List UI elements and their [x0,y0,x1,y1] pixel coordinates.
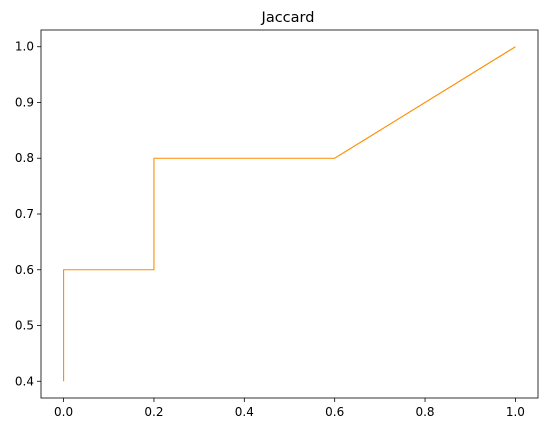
y-tick-label: 1.0 [15,40,34,54]
x-tick-label: 1.0 [506,405,525,419]
y-tick-label: 0.8 [15,151,34,165]
x-axis: 0.0 0.2 0.4 0.6 0.8 1.0 [54,398,525,419]
plot-area-frame [40,29,539,399]
series-line [63,46,516,382]
x-tick-label: 0.8 [415,405,434,419]
series-layer [63,46,516,382]
x-tick-label: 0.4 [235,405,254,419]
x-tick-label: 0.0 [54,405,73,419]
y-tick-label: 0.7 [15,207,34,221]
y-tick-label: 0.6 [15,263,34,277]
y-axis: 0.4 0.5 0.6 0.7 0.8 0.9 1.0 [15,40,41,388]
y-tick-label: 0.5 [15,319,34,333]
x-tick-label: 0.6 [325,405,344,419]
x-tick-label: 0.2 [144,405,163,419]
y-tick-label: 0.9 [15,95,34,109]
y-tick-label: 0.4 [15,374,34,388]
chart-title: Jaccard [261,10,315,26]
